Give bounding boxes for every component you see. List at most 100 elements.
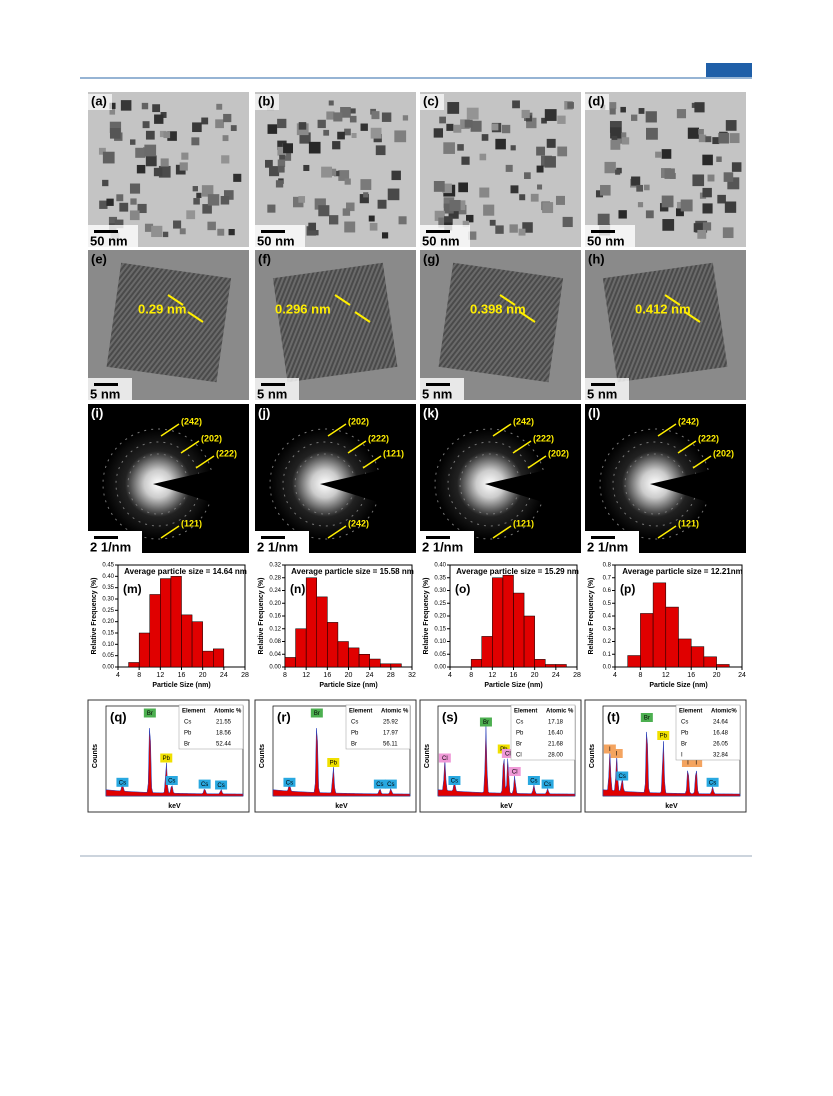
peak-tag: [373, 779, 386, 789]
nanocube: [109, 109, 116, 115]
y-tick-label: 0.20: [434, 614, 446, 620]
nanocube: [724, 201, 737, 213]
nanocube: [332, 141, 341, 150]
nanocube: [433, 128, 444, 138]
nanocube: [444, 216, 453, 225]
nanocube: [722, 227, 734, 239]
scale-label: 2 1/nm: [90, 539, 131, 554]
nanocube: [191, 137, 200, 146]
nanocube: [712, 137, 720, 145]
histogram-bar: [502, 574, 514, 668]
nanocube: [163, 131, 171, 139]
edx-spectrum: [602, 731, 741, 797]
nanocube: [109, 102, 116, 109]
nanocube: [512, 100, 520, 109]
table-cell: Br: [351, 742, 357, 748]
nanocube: [729, 133, 740, 144]
y-axis-label: Relative Frequency (%): [91, 577, 98, 654]
y-tick-label: 0.20: [102, 619, 114, 625]
nanocube: [102, 151, 115, 164]
panel-label: (d): [588, 93, 605, 108]
nanocube: [120, 100, 132, 111]
peak-label: Cs: [544, 782, 551, 788]
nanocube: [344, 221, 356, 233]
scale-label: 5 nm: [587, 386, 617, 401]
peak-label: Cl: [442, 756, 448, 762]
label-bg: [255, 94, 279, 110]
y-tick-label: 0.10: [102, 642, 114, 648]
edx-y-label: Counts: [259, 744, 266, 768]
nanocube: [526, 117, 537, 129]
scale-label: 5 nm: [422, 386, 452, 401]
nanocube: [222, 135, 229, 142]
nanocube: [518, 228, 526, 236]
scale-bar: [426, 536, 450, 539]
nanocube: [333, 112, 343, 122]
nanocube: [277, 118, 287, 129]
peak-label: Br: [483, 720, 489, 726]
composition-table: [675, 704, 741, 761]
plane-arrow: [195, 455, 215, 469]
histogram-bar: [380, 663, 392, 668]
histogram-bar: [284, 657, 296, 668]
peak-tag: [438, 753, 451, 763]
nanocube: [609, 102, 617, 109]
nanocube: [519, 194, 526, 201]
nanocube: [707, 174, 715, 182]
peak-tag: [384, 779, 397, 789]
scale-bar: [426, 383, 450, 386]
beam-stop: [320, 462, 416, 514]
nanocube: [479, 153, 487, 161]
label-bg: [420, 94, 444, 110]
nanocube: [645, 111, 657, 123]
y-tick-label: 0.5: [603, 601, 612, 607]
nanocube: [394, 130, 407, 143]
nanocube: [694, 102, 705, 113]
histogram-bar: [523, 615, 535, 668]
nanocube: [99, 200, 108, 209]
y-tick-label: 0.0: [603, 665, 612, 671]
nanocube: [129, 183, 141, 194]
table-cell: Cs: [681, 720, 688, 726]
table-cell: 52.44: [216, 742, 232, 748]
nanocube: [298, 122, 307, 130]
nanocube: [116, 194, 124, 202]
scale-bar: [94, 383, 118, 386]
nanocube: [449, 199, 461, 212]
nanocube: [265, 159, 273, 168]
nanocube: [442, 183, 452, 194]
scale-bar: [261, 383, 285, 386]
nanocube: [173, 220, 182, 229]
nanocube: [267, 124, 278, 134]
nanocube: [723, 172, 734, 182]
y-tick-label: 0.15: [434, 626, 446, 632]
x-axis-label: Particle Size (nm): [484, 682, 542, 689]
peak-tag: [160, 753, 173, 763]
y-tick-label: 0.8: [603, 563, 612, 569]
x-tick-label: 24: [552, 672, 560, 679]
plane-label: (222): [698, 433, 719, 443]
peak-tag: [198, 779, 211, 789]
table-cell: Cl: [516, 753, 522, 759]
lattice-crystal: [602, 262, 728, 383]
nanocube: [453, 124, 462, 133]
nanocube: [610, 139, 621, 150]
edx-x-label: keV: [500, 803, 513, 810]
plane-arrow: [492, 423, 512, 437]
nanocube: [370, 127, 382, 139]
plane-arrow: [160, 525, 180, 539]
x-axis-label: Particle Size (nm): [649, 682, 707, 689]
nanocube: [443, 142, 455, 154]
nanocube: [655, 151, 662, 158]
plane-arrow: [327, 525, 347, 539]
nanocube: [680, 199, 693, 212]
spacing-arrow: [664, 294, 681, 306]
nanocube: [318, 205, 330, 217]
nanocube: [609, 121, 622, 133]
nanocube: [350, 108, 356, 114]
nanocube: [179, 228, 186, 235]
histogram-bar: [665, 606, 679, 668]
nanocube: [621, 137, 630, 145]
table-cell: Pb: [516, 731, 524, 737]
nanocube: [277, 165, 285, 173]
